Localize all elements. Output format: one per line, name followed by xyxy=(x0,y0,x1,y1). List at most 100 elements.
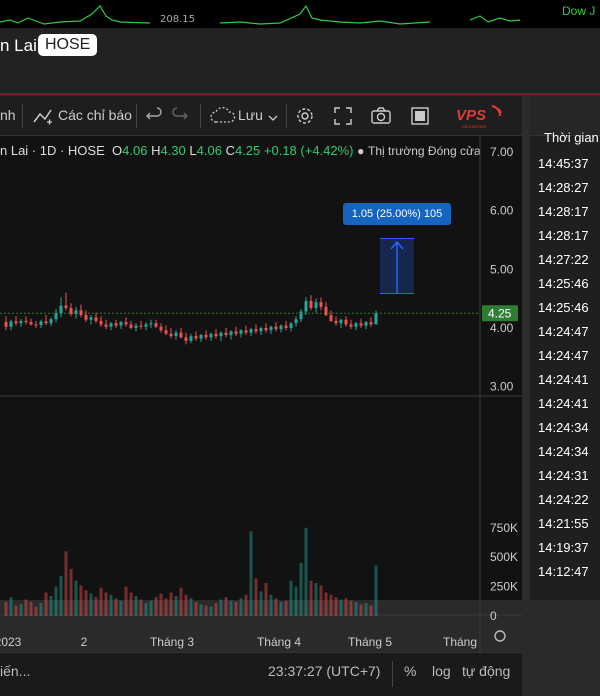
legend-high: 4.30 xyxy=(160,143,186,158)
volume-bar xyxy=(229,600,233,616)
header-divider xyxy=(0,94,600,95)
time-axis-label: 2 xyxy=(81,635,88,649)
ticker-sparkline xyxy=(0,4,521,25)
trade-time-row: 14:24:31 xyxy=(538,468,589,483)
chevron-down-icon[interactable] xyxy=(268,110,278,128)
undo-icon[interactable] xyxy=(146,107,162,128)
volume-bar xyxy=(324,592,328,616)
candle-body xyxy=(189,336,193,341)
exchange-badge: HOSE xyxy=(38,34,98,56)
trade-time-row: 14:28:17 xyxy=(538,228,589,243)
interval-button[interactable]: nh xyxy=(0,107,16,123)
volume-bar xyxy=(114,598,118,616)
candle-body xyxy=(239,330,243,334)
volume-bar xyxy=(239,598,243,616)
trade-time-row: 14:21:55 xyxy=(538,516,589,531)
trade-list-header: Thời gian xyxy=(530,96,600,145)
volume-bar xyxy=(299,563,303,616)
candle-body xyxy=(219,332,223,337)
candle-body xyxy=(204,335,208,338)
candle-body xyxy=(94,317,98,321)
trade-time-row: 14:24:34 xyxy=(538,444,589,459)
gear-icon[interactable] xyxy=(295,106,315,131)
time-axis-label: 2023 xyxy=(0,635,22,649)
candle-body xyxy=(129,324,133,328)
auto-toggle[interactable]: tự động xyxy=(462,663,511,679)
candle-body xyxy=(279,325,283,330)
volume-axis-label: 500K xyxy=(490,550,518,564)
trade-time-row: 14:27:22 xyxy=(538,252,589,267)
price-axis-label: 7.00 xyxy=(490,145,514,159)
candle-body xyxy=(294,319,298,324)
log-toggle[interactable]: log xyxy=(432,663,451,679)
toolbar-separator xyxy=(136,104,137,128)
candle-body xyxy=(274,326,278,330)
candle-body xyxy=(104,324,108,327)
volume-bar xyxy=(79,585,83,616)
time-axis-label: Tháng 5 xyxy=(348,635,392,649)
legend-l-label: L xyxy=(189,143,197,158)
camera-icon[interactable] xyxy=(370,106,392,131)
candle-body xyxy=(284,325,288,328)
indicators-icon[interactable] xyxy=(32,106,54,131)
chart-pane[interactable]: nh Các chỉ báo Lưu xyxy=(0,96,522,696)
fullscreen-icon[interactable] xyxy=(333,106,353,131)
volume-bar xyxy=(59,576,63,616)
volume-bar xyxy=(19,604,23,616)
redo-icon[interactable] xyxy=(172,107,188,128)
volume-bar xyxy=(349,600,353,616)
symbol-header: n Lai HOSE xyxy=(0,28,600,94)
candle-body xyxy=(144,324,148,327)
candle-body xyxy=(179,332,183,338)
ohlc-legend: n Lai · 1D · HOSE O4.06 H4.30 L4.06 C4.2… xyxy=(0,143,481,158)
candle-body xyxy=(19,320,23,324)
volume-bar xyxy=(99,587,103,616)
volume-bar xyxy=(39,603,43,616)
candle-body xyxy=(149,323,153,325)
percent-toggle[interactable]: % xyxy=(404,663,417,679)
candle-body xyxy=(169,333,173,337)
candle-body xyxy=(99,320,103,325)
volume-bar xyxy=(24,599,28,616)
volume-bar xyxy=(309,580,313,616)
cloud-icon[interactable] xyxy=(210,106,236,130)
legend-open: 4.06 xyxy=(122,143,148,158)
volume-bar xyxy=(364,603,368,616)
footer-left-text: iến... xyxy=(0,663,31,679)
candle-body xyxy=(374,313,378,325)
save-button[interactable]: Lưu xyxy=(238,107,263,123)
time-column-header: Thời gian xyxy=(544,130,599,145)
pane-divider[interactable] xyxy=(522,96,530,600)
candle-body xyxy=(359,323,363,326)
layout-icon[interactable] xyxy=(410,106,430,131)
volume-bar xyxy=(199,604,203,616)
volume-bar xyxy=(334,597,338,616)
volume-bar xyxy=(204,605,208,616)
volume-bar xyxy=(14,605,18,616)
volume-bar xyxy=(179,587,183,616)
arrow-up-icon xyxy=(390,240,404,293)
trade-time-row: 14:28:17 xyxy=(538,204,589,219)
trade-time-row: 14:24:47 xyxy=(538,324,589,339)
candle-body xyxy=(134,325,138,328)
volume-bar xyxy=(374,565,378,616)
volume-bar xyxy=(4,601,8,616)
legend-c-label: C xyxy=(225,143,235,158)
candle-body xyxy=(354,323,358,327)
symbol-name: n Lai xyxy=(0,36,37,55)
candle-body xyxy=(199,335,203,339)
trade-time-row: 14:25:46 xyxy=(538,276,589,291)
candle-body xyxy=(174,332,178,337)
candle-body xyxy=(194,336,198,339)
candle-body xyxy=(304,300,308,312)
candle-body xyxy=(29,322,33,325)
indicators-button[interactable]: Các chỉ báo xyxy=(58,107,132,123)
candle-body xyxy=(119,322,123,326)
candle-body xyxy=(309,300,313,308)
candle-body xyxy=(289,323,293,328)
price-axis-label: 3.00 xyxy=(490,380,514,394)
trade-time-row: 14:12:47 xyxy=(538,564,589,579)
volume-bar xyxy=(54,586,58,616)
legend-low: 4.06 xyxy=(196,143,222,158)
volume-bar xyxy=(274,598,278,616)
